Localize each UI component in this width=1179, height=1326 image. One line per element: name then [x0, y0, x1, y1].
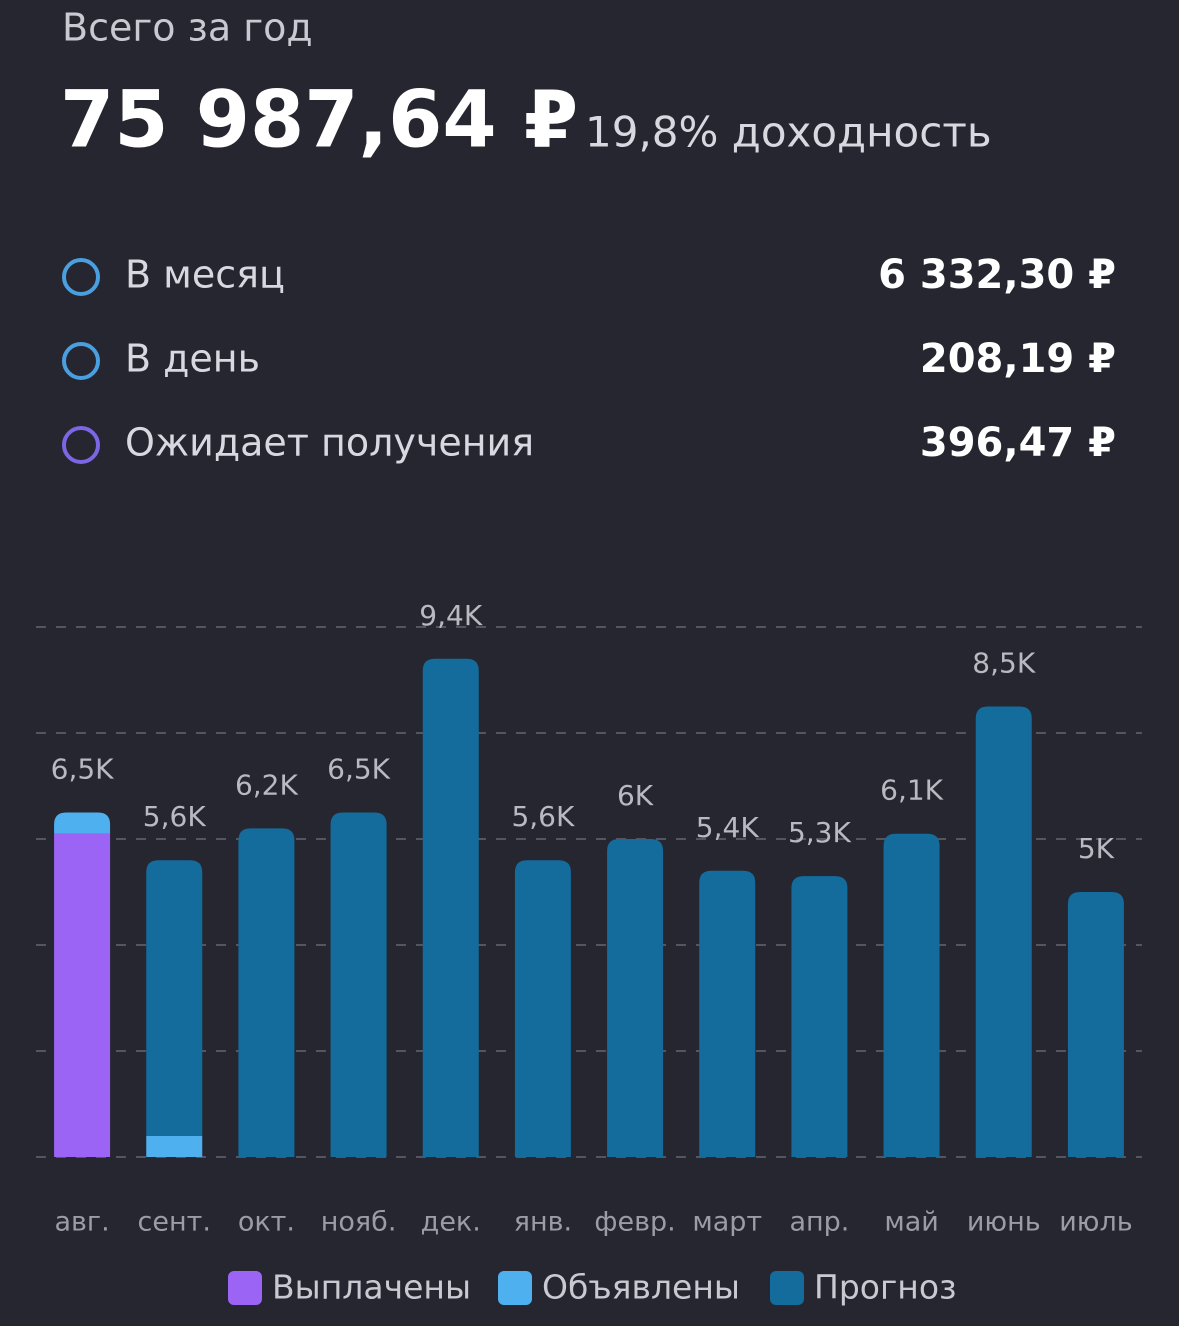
x-tick-label: авг.	[54, 1207, 109, 1238]
value-label: 5K	[1078, 832, 1115, 865]
x-tick-label: апр.	[789, 1207, 849, 1238]
bar-segment	[422, 658, 479, 1157]
value-label: 6,2K	[235, 768, 299, 801]
x-tick-label: февр.	[594, 1207, 675, 1238]
bar-segment	[514, 860, 571, 1157]
row-label: В месяц	[125, 253, 285, 297]
row-indicator	[62, 342, 100, 380]
row-label: В день	[125, 337, 260, 381]
x-tick-label: сент.	[138, 1207, 211, 1238]
summary-title: Всего за год	[62, 6, 313, 50]
x-tick-label: июнь	[967, 1207, 1041, 1238]
value-label: 6,1K	[880, 774, 944, 807]
bar-segment	[607, 839, 664, 1157]
bar-segment	[146, 1135, 203, 1157]
yield: 19,8% доходность	[585, 108, 992, 157]
row-value: 208,19 ₽	[920, 336, 1116, 382]
value-label: 5,4K	[696, 811, 760, 844]
value-label: 6,5K	[327, 753, 391, 786]
legend-label: Прогноз	[814, 1268, 957, 1307]
row-indicator	[62, 426, 100, 464]
x-tick-label: март	[692, 1207, 762, 1238]
x-tick-label: окт.	[238, 1207, 295, 1238]
x-tick-label: май	[884, 1207, 938, 1238]
bar-segment	[791, 876, 848, 1157]
value-label: 5,3K	[788, 816, 852, 849]
bar-segment	[146, 860, 203, 1136]
row-label: Ожидает получения	[125, 421, 534, 465]
legend-swatch	[498, 1271, 532, 1305]
bar-segment	[54, 812, 111, 834]
bar-segment	[975, 706, 1032, 1157]
value-label: 6K	[617, 779, 654, 812]
bar-segment	[1067, 892, 1124, 1157]
x-tick-label: янв.	[514, 1207, 572, 1238]
row-indicator	[62, 258, 100, 296]
value-label: 8,5K	[972, 647, 1036, 680]
total-amount: 75 987,64 ₽	[60, 75, 578, 165]
row-value: 396,47 ₽	[920, 420, 1116, 466]
bar-segment	[883, 833, 940, 1157]
bar-segment	[330, 812, 387, 1157]
x-tick-label: нояб.	[321, 1207, 397, 1238]
legend-label: Выплачены	[272, 1268, 471, 1307]
value-label: 5,6K	[511, 800, 575, 833]
bar-segment	[54, 833, 111, 1157]
x-tick-label: июль	[1059, 1207, 1132, 1238]
bar-segment	[238, 828, 295, 1157]
legend-swatch	[228, 1271, 262, 1305]
value-label: 5,6K	[143, 800, 207, 833]
value-label: 6,5K	[51, 753, 115, 786]
legend-swatch	[770, 1271, 804, 1305]
legend-label: Объявлены	[542, 1268, 740, 1307]
value-label: 9,4K	[419, 599, 483, 632]
x-tick-label: дек.	[421, 1207, 481, 1238]
bar-segment	[699, 870, 756, 1157]
row-value: 6 332,30 ₽	[878, 252, 1116, 298]
